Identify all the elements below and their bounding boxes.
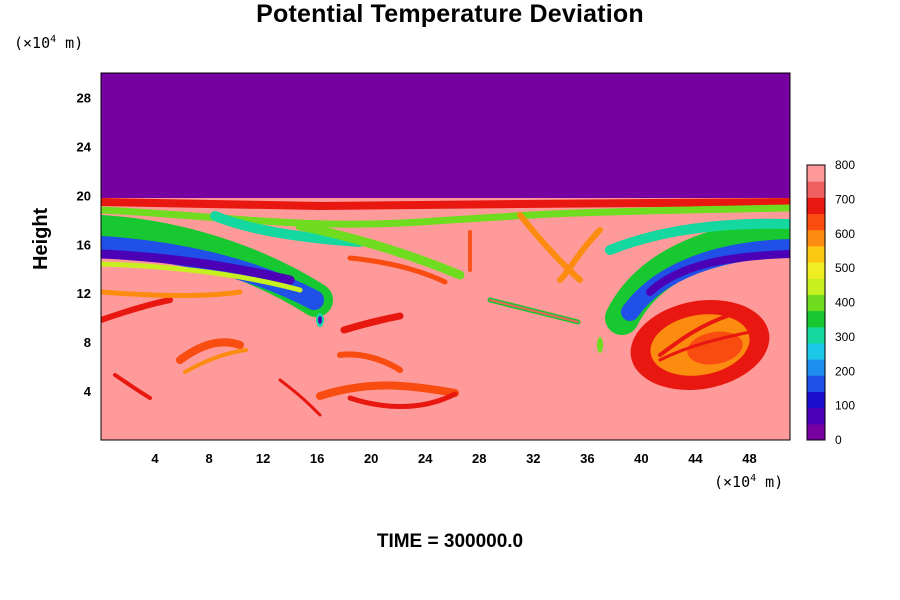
time-annotation: TIME = 300000.0 bbox=[376, 531, 524, 552]
x-tick-label: 40 bbox=[634, 451, 648, 466]
y-tick-label: 4 bbox=[84, 384, 92, 399]
colorbar-segment bbox=[807, 310, 825, 328]
x-unit-label: (×104 m) bbox=[714, 473, 784, 491]
colorbar-tick-label: 500 bbox=[835, 261, 855, 275]
colorbar-tick-label: 300 bbox=[835, 330, 855, 344]
colorbar-segment bbox=[807, 213, 825, 231]
colorbar-segment bbox=[807, 342, 825, 360]
y-tick-label: 12 bbox=[77, 286, 91, 301]
colorbar-segment bbox=[807, 165, 825, 182]
y-tick-label: 16 bbox=[77, 237, 91, 252]
colorbar-tick-label: 100 bbox=[835, 399, 855, 413]
y-tick-label: 20 bbox=[77, 188, 91, 203]
chart-title: Potential Temperature Deviation bbox=[256, 0, 644, 28]
x-tick-label: 20 bbox=[364, 451, 378, 466]
x-tick-label: 12 bbox=[256, 451, 270, 466]
colorbar-segment bbox=[807, 423, 825, 441]
colorbar-tick-label: 200 bbox=[835, 364, 855, 378]
y-tick-label: 8 bbox=[84, 335, 91, 350]
plot-frame bbox=[100, 72, 791, 441]
colorbar-tick-label: 400 bbox=[835, 296, 855, 310]
colorbar-segment bbox=[807, 229, 825, 247]
colorbar-tick-label: 700 bbox=[835, 192, 855, 206]
colorbar-frame bbox=[806, 164, 826, 441]
colorbar-segment bbox=[807, 197, 825, 215]
x-tick-label: 4 bbox=[151, 451, 159, 466]
x-tick-label: 48 bbox=[742, 451, 756, 466]
x-tick-label: 24 bbox=[418, 451, 433, 466]
colorbar-segment bbox=[807, 407, 825, 425]
colorbar-segment bbox=[807, 294, 825, 312]
heatmap-field bbox=[101, 73, 790, 440]
y-unit-label: (×104 m) bbox=[14, 34, 84, 52]
y-tick-label: 24 bbox=[77, 139, 92, 154]
y-tick-label: 28 bbox=[77, 90, 91, 105]
x-tick-label: 36 bbox=[580, 451, 594, 466]
colorbar-tick-label: 800 bbox=[835, 158, 855, 172]
colorbar-segment bbox=[807, 375, 825, 392]
colorbar-tick-label: 600 bbox=[835, 227, 855, 241]
colorbar-segment bbox=[807, 245, 825, 263]
colorbar-segment bbox=[807, 359, 825, 376]
x-tick-label: 32 bbox=[526, 451, 540, 466]
colorbar-segment bbox=[807, 278, 825, 295]
x-tick-label: 8 bbox=[205, 451, 212, 466]
x-tick-label: 16 bbox=[310, 451, 324, 466]
x-tick-label: 44 bbox=[688, 451, 703, 466]
x-tick-label: 28 bbox=[472, 451, 486, 466]
colorbar-segment bbox=[807, 326, 825, 344]
colorbar-segment bbox=[807, 262, 825, 279]
colorbar-segment bbox=[807, 181, 825, 198]
colorbar-segment bbox=[807, 391, 825, 409]
colorbar-tick-label: 0 bbox=[835, 433, 842, 447]
